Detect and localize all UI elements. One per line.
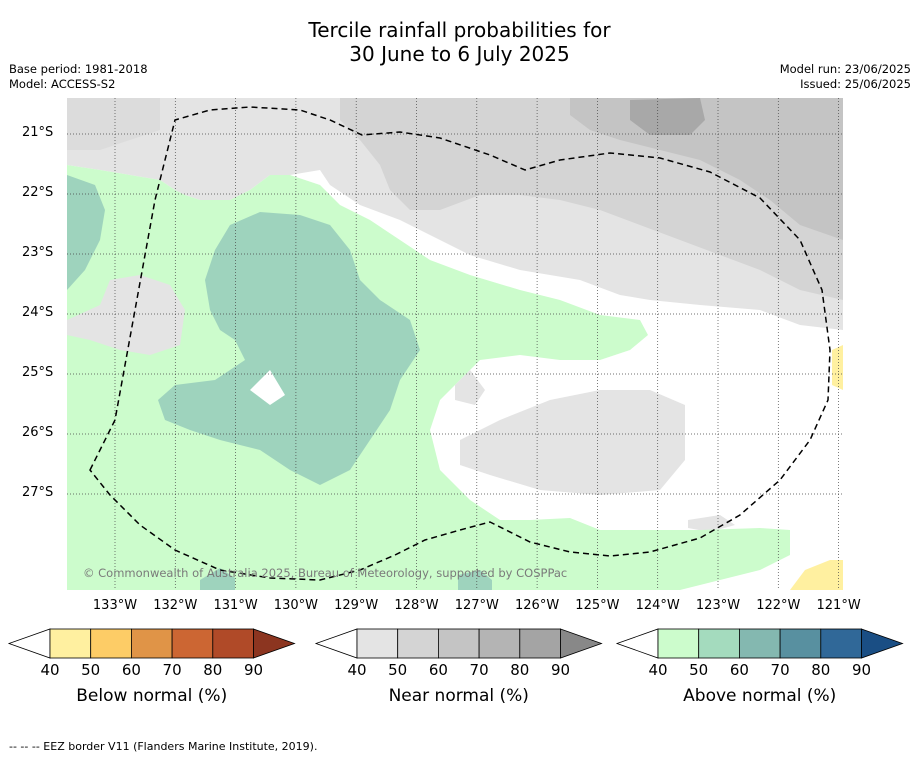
longitude-label: 132°W — [153, 598, 198, 613]
map-title: Tercile rainfall probabilities for 30 Ju… — [0, 18, 919, 66]
latitude-gridlines — [67, 133, 843, 495]
longitude-label: 122°W — [756, 598, 801, 613]
title-line-1: Tercile rainfall probabilities for — [308, 18, 611, 42]
colorbar-tick-label: 70 — [469, 661, 489, 679]
colorbar-title-below: Below normal (%) — [76, 686, 228, 706]
colorbar-tick-label: 50 — [689, 661, 709, 679]
longitude-label: 123°W — [695, 598, 741, 613]
colorbar-tick-label: 50 — [388, 661, 408, 679]
colorbar-tick-label: 60 — [121, 661, 141, 679]
latitude-label: 27°S — [22, 485, 54, 500]
colorbar-tick-label: 50 — [81, 661, 101, 679]
latitude-label: 22°S — [22, 185, 54, 200]
colorbar-tick-label: 90 — [550, 661, 571, 679]
longitude-label: 131°W — [213, 598, 258, 613]
near-normal-70-region — [630, 98, 705, 135]
model-run: Model run: 23/06/2025 — [779, 62, 911, 76]
colorbar-tick-label: 70 — [162, 661, 182, 679]
colorbar-tick-label: 90 — [243, 661, 264, 679]
latitude-label: 25°S — [22, 365, 54, 380]
model-name: Model: ACCESS-S2 — [9, 77, 116, 91]
colorbar-tick-label: 80 — [203, 661, 223, 679]
below-normal-east-region — [832, 345, 843, 390]
title-line-2: 30 June to 6 July 2025 — [349, 42, 570, 66]
above-normal-south-region — [200, 568, 235, 590]
eez-border — [89, 106, 831, 581]
longitude-label: 124°W — [635, 598, 680, 613]
colorbar-tick-label: 90 — [851, 661, 872, 679]
longitude-label: 125°W — [575, 598, 620, 613]
copyright-text: © Commonwealth of Australia 2025, Bureau… — [83, 566, 567, 580]
near-normal-west-region — [67, 98, 160, 150]
issued-date: Issued: 25/06/2025 — [800, 77, 911, 91]
near-normal-south-east-region — [460, 390, 685, 495]
near-normal-small-region — [688, 515, 735, 532]
latitude-label: 24°S — [22, 305, 54, 320]
near-normal-60-region — [570, 98, 843, 240]
near-normal-inner-patch-3 — [455, 370, 485, 405]
latitude-label: 21°S — [22, 125, 54, 140]
near-normal-inner-patch-2 — [250, 370, 285, 405]
colorbar-tick-label: 80 — [510, 661, 530, 679]
colorbar-title-near: Near normal (%) — [388, 686, 529, 706]
below-normal-south-east-region — [790, 560, 843, 590]
longitude-label: 126°W — [515, 598, 560, 613]
colorbar-tick-label: 70 — [770, 661, 790, 679]
colorbar-title-above: Above normal (%) — [683, 686, 837, 706]
colorbar-tick-label: 40 — [347, 661, 367, 679]
colorbar-tick-label: 60 — [428, 661, 448, 679]
above-normal-south-region-2 — [458, 570, 492, 590]
base-period: Base period: 1981-2018 — [9, 62, 148, 76]
meta-right: Model run: 23/06/2025 Issued: 25/06/2025 — [780, 62, 911, 92]
above-normal-50-region — [158, 212, 420, 485]
map-plot: © Commonwealth of Australia 2025, Bureau… — [67, 98, 843, 590]
colorbar-tick-label: 60 — [729, 661, 749, 679]
colorbar-tick-label: 80 — [811, 661, 831, 679]
latitude-label: 23°S — [22, 245, 54, 260]
longitude-label: 130°W — [273, 598, 318, 613]
longitude-label: 127°W — [454, 598, 499, 613]
colorbar-tick-label: 40 — [648, 661, 668, 679]
colorbar-tick-label: 40 — [40, 661, 60, 679]
near-normal-inner-patch — [67, 275, 185, 355]
longitude-label: 128°W — [394, 598, 439, 613]
eez-source-note: -- -- -- EEZ border V11 (Flanders Marine… — [9, 740, 318, 753]
above-normal-west-edge-region — [67, 175, 105, 290]
latitude-label: 26°S — [22, 425, 54, 440]
meta-left: Base period: 1981-2018 Model: ACCESS-S2 — [9, 62, 148, 92]
longitude-gridlines — [114, 98, 839, 590]
longitude-label: 129°W — [334, 598, 379, 613]
longitude-label: 133°W — [92, 598, 138, 613]
longitude-label: 121°W — [816, 598, 861, 613]
